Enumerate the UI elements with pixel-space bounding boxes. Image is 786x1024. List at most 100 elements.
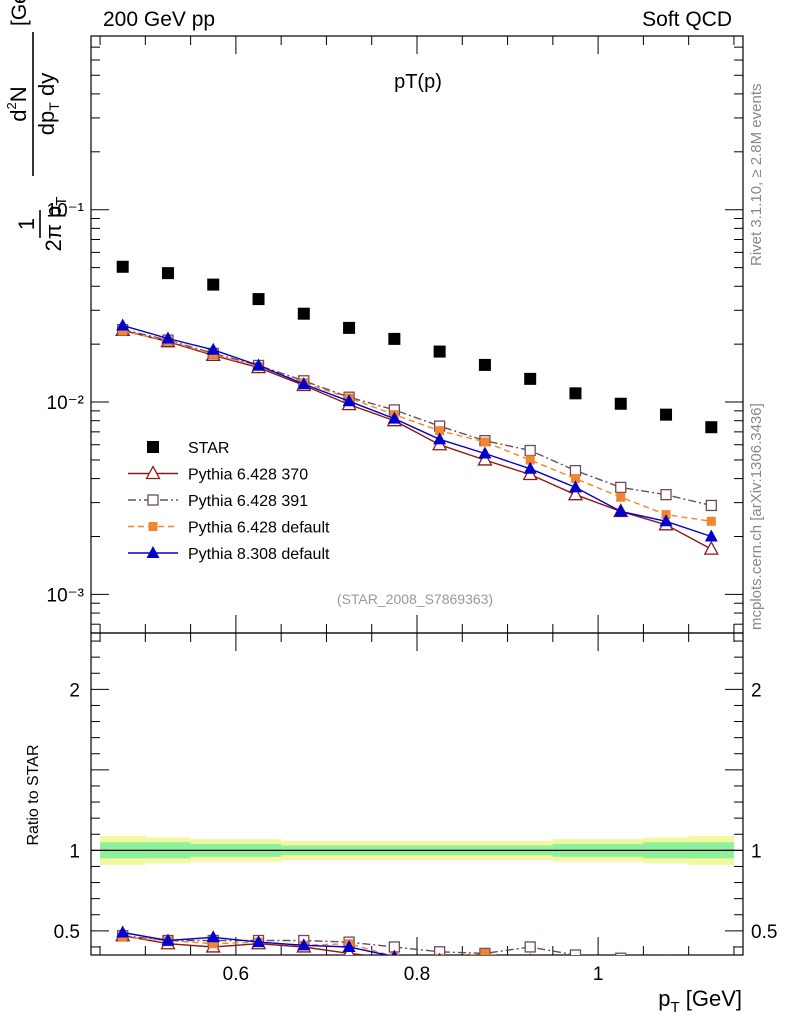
data-point-star xyxy=(252,293,265,306)
x-axis-label: pT [GeV] xyxy=(658,986,742,1016)
series-line-pythia-6-428-default xyxy=(122,330,712,522)
data-point-pythia-6-428-default xyxy=(616,492,626,502)
data-point-star xyxy=(297,307,310,320)
data-point-pythia-8-308-default xyxy=(659,514,673,527)
data-point-pythia-8-308-default xyxy=(297,377,311,390)
data-point-pythia-8-308-default xyxy=(161,331,175,344)
series-line-pythia-6-428-370-ratio xyxy=(122,935,371,955)
data-point-star xyxy=(207,278,220,291)
series-line-pythia-6-428-370 xyxy=(122,329,712,550)
data-point-star xyxy=(705,421,718,434)
legend-marker-pythia-6-428-370 xyxy=(145,465,161,480)
data-point-star xyxy=(433,345,446,358)
data-point-pythia-6-428-370 xyxy=(477,451,493,466)
legend-marker-pythia-6-428-391 xyxy=(147,494,159,506)
data-point-pythia-8-308-default-ratio xyxy=(524,956,537,968)
data-point-pythia-8-308-default-ratio xyxy=(252,935,266,948)
series-line-pythia-6-428-391 xyxy=(122,328,712,507)
data-point-pythia-6-428-default-ratio xyxy=(480,948,490,955)
ratio-panel: 0.5 0.5 1 1 2 2 0.6 0.8 1 Ratio to STAR pT [GeV] xyxy=(25,632,778,1016)
data-point-pythia-8-308-default xyxy=(252,358,266,371)
data-point-pythia-6-428-370-ratio xyxy=(660,962,673,974)
data-point-pythia-6-428-default xyxy=(480,437,490,447)
x-tick-label: 0.8 xyxy=(404,964,430,985)
header-left-label: 200 GeV pp xyxy=(103,8,216,31)
data-point-pythia-8-308-default xyxy=(116,318,130,331)
ratio-tick-labels: 0.5 0.5 1 1 2 2 0.6 0.8 1 xyxy=(54,680,778,985)
data-point-star xyxy=(161,267,174,280)
side-label-top: Rivet 3.1.10, ≥ 2.8M events xyxy=(748,83,765,267)
ratio-y-tick-label-left: 0.5 xyxy=(54,922,80,943)
data-point-pythia-8-308-default xyxy=(704,529,718,542)
data-point-pythia-6-428-default xyxy=(435,426,445,436)
main-panel: 10⁻³10⁻²10⁻¹ pT(p) (STAR_2008_S7869363) … xyxy=(4,0,744,634)
main-y-tick-label: 10⁻³ xyxy=(47,585,85,606)
ratio-y-tick-label-right: 2 xyxy=(751,680,762,701)
data-point-pythia-6-428-default xyxy=(706,516,716,526)
main-y-ticks xyxy=(91,35,743,633)
data-point-pythia-6-428-default xyxy=(525,455,535,465)
legend-label-star: STAR xyxy=(188,440,229,457)
data-point-pythia-6-428-370 xyxy=(567,486,584,501)
data-point-star xyxy=(478,358,491,371)
ratio-ticks xyxy=(91,633,743,955)
data-point-pythia-8-308-default-ratio xyxy=(705,962,718,974)
data-point-pythia-8-308-default-ratio xyxy=(569,958,582,970)
data-point-pythia-6-428-default-ratio xyxy=(571,957,580,966)
x-tick-label: 0.6 xyxy=(223,964,249,985)
main-y-tick-label: 10⁻² xyxy=(47,393,85,414)
data-point-pythia-8-308-default-ratio xyxy=(438,952,441,955)
svg-text:1: 1 xyxy=(14,218,39,230)
x-tick-label: 1 xyxy=(593,964,604,985)
ratio-uncertainty-band xyxy=(91,835,743,865)
data-point-pythia-6-428-391-ratio xyxy=(660,954,672,955)
svg-text:2π pT: 2π pT xyxy=(41,197,70,252)
data-point-pythia-6-428-391 xyxy=(705,499,717,512)
data-point-pythia-6-428-391 xyxy=(660,489,672,501)
data-point-star xyxy=(569,387,582,400)
data-point-pythia-8-308-default xyxy=(433,432,447,445)
data-point-pythia-8-308-default-ratio xyxy=(391,949,398,955)
data-point-pythia-6-428-391-ratio xyxy=(706,958,716,968)
data-point-pythia-8-308-default xyxy=(478,446,492,459)
data-point-pythia-6-428-391-ratio xyxy=(524,941,536,953)
series-line-pythia-6-428-391-ratio xyxy=(122,935,586,955)
data-point-pythia-6-428-370-ratio xyxy=(614,961,627,973)
data-point-pythia-6-428-default xyxy=(118,326,128,336)
data-point-pythia-6-428-391 xyxy=(524,444,536,457)
data-point-star xyxy=(388,332,401,345)
data-point-star xyxy=(614,397,627,410)
svg-text:d2N: d2N xyxy=(4,86,31,121)
ratio-plot-frame xyxy=(90,632,744,956)
main-y-tick-labels: 10⁻³ 10⁻² 10⁻¹ xyxy=(47,201,85,607)
data-point-pythia-8-308-default xyxy=(387,411,401,424)
legend-label-pythia-6-428-default: Pythia 6.428 default xyxy=(188,520,330,537)
ratio-y-axis-label: Ratio to STAR xyxy=(25,744,42,845)
data-point-pythia-8-308-default-ratio xyxy=(660,962,673,974)
series-line-pythia-8-308-default-ratio xyxy=(122,931,391,955)
ratio-y-tick-label-right: 0.5 xyxy=(751,922,777,943)
series-line-pythia-8-308-default xyxy=(122,324,712,538)
chart-title: pT(p) xyxy=(394,71,442,93)
data-point-pythia-6-428-370-ratio xyxy=(575,954,576,955)
side-label-bottom: mcplots.cern.ch [arXiv:1306.3436] xyxy=(748,403,765,630)
svg-text:[GeV-2]: [GeV-2] xyxy=(4,0,31,26)
data-point-star xyxy=(524,372,537,385)
ratio-y-tick-label-left: 2 xyxy=(69,680,80,701)
data-point-pythia-8-308-default xyxy=(206,342,220,355)
data-point-star xyxy=(660,408,673,421)
main-y-tick-label: 10⁻¹ xyxy=(47,201,85,222)
data-point-pythia-6-428-default-ratio xyxy=(707,963,716,972)
data-point-pythia-8-308-default-ratio xyxy=(116,925,130,938)
data-point-star xyxy=(116,260,129,273)
data-point-pythia-8-308-default-ratio xyxy=(297,938,311,951)
legend-marker-star xyxy=(147,441,159,453)
watermark-label: (STAR_2008_S7869363) xyxy=(337,591,493,607)
legend-label-pythia-6-428-391: Pythia 6.428 391 xyxy=(188,493,308,510)
data-point-pythia-6-428-default-ratio xyxy=(616,959,625,968)
legend-label-pythia-6-428-370: Pythia 6.428 370 xyxy=(188,467,308,484)
data-point-pythia-6-428-370 xyxy=(703,540,719,555)
data-point-pythia-6-428-default-ratio xyxy=(208,939,218,949)
data-point-pythia-8-308-default-ratio xyxy=(342,939,356,952)
